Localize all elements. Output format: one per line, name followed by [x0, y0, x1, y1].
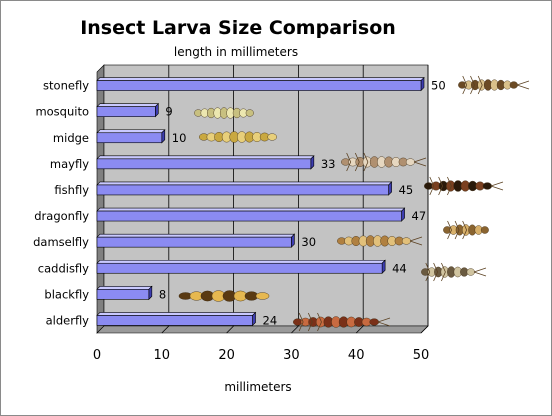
bar-top-fishfly — [96, 181, 393, 186]
bar-front-blackfly — [96, 289, 150, 300]
caddisfly-larva-photo — [421, 262, 487, 282]
bar-dragonfly — [96, 207, 406, 222]
bar-front-stonefly — [96, 80, 422, 91]
value-label-alderfly: 24 — [263, 313, 278, 327]
bar-mayfly — [96, 155, 315, 170]
bar-damselfly — [96, 233, 296, 248]
bar-front-alderfly — [96, 315, 253, 326]
value-label-stonefly: 50 — [431, 79, 446, 93]
mosquito-larva-photo — [194, 107, 254, 119]
floor-gridline-30 — [291, 325, 299, 334]
bar-top-mosquito — [96, 103, 160, 107]
x-tick-0: 0 — [93, 348, 101, 363]
bar-midge — [96, 129, 166, 144]
x-axis-label: millimeters — [224, 380, 291, 394]
bar-front-midge — [96, 132, 163, 144]
alderfly-larva-photo — [293, 312, 391, 332]
dragonfly-larva-photo — [443, 220, 489, 240]
category-labels: stonefly mosquito midge mayfly fishfly dragon… — [33, 79, 89, 328]
floor-gridline-50 — [420, 325, 429, 334]
bar-blackfly — [96, 285, 153, 301]
category-label-stonefly: stonefly — [43, 79, 89, 93]
bar-front-caddisfly — [96, 262, 383, 274]
gridlines — [161, 65, 429, 334]
chart-title: Insect Larva Size Comparison — [80, 17, 396, 39]
value-label-caddisfly: 44 — [392, 261, 407, 275]
larva-illustrations — [178, 75, 530, 332]
bar-top-stonefly — [96, 77, 425, 81]
bar-front-damselfly — [96, 236, 292, 248]
x-tick-labels: 0 10 20 30 40 50 — [93, 348, 429, 363]
category-label-damselfly: damselfly — [33, 235, 89, 249]
bar-alderfly — [96, 311, 257, 327]
value-label-mosquito: 9 — [165, 105, 172, 119]
category-label-caddisfly: caddisfly — [38, 261, 89, 275]
stonefly-larva-photo — [458, 75, 530, 95]
bar-front-fishfly — [96, 184, 389, 196]
floor-gridline-20 — [226, 325, 234, 334]
bar-front-dragonfly — [96, 210, 402, 222]
bar-front-mosquito — [96, 106, 156, 117]
floor-gridline-10 — [161, 325, 170, 334]
bar-top-midge — [96, 129, 166, 134]
bar-mosquito — [96, 102, 160, 118]
x-tick-40: 40 — [348, 348, 365, 363]
bar-top-caddisfly — [96, 259, 386, 264]
bar-front-mayfly — [96, 158, 312, 170]
fishfly-larva-photo — [424, 176, 504, 196]
bar-top-blackfly — [96, 286, 153, 290]
category-label-mosquito: mosquito — [35, 105, 89, 119]
category-label-alderfly: alderfly — [46, 313, 90, 327]
value-label-fishfly: 45 — [399, 183, 414, 197]
x-tick-10: 10 — [154, 348, 171, 363]
midge-larva-photo — [199, 131, 277, 143]
value-label-mayfly: 33 — [321, 157, 336, 171]
category-label-dragonfly: dragonfly — [34, 209, 89, 223]
value-label-blackfly: 8 — [159, 287, 166, 301]
bar-caddisfly — [96, 259, 386, 274]
blackfly-larva-photo — [178, 290, 270, 302]
category-label-mayfly: mayfly — [50, 157, 89, 171]
bar-top-alderfly — [96, 312, 257, 316]
mayfly-larva-photo — [341, 152, 427, 172]
bar-top-mayfly — [96, 155, 315, 160]
category-label-blackfly: blackfly — [44, 287, 89, 301]
damselfly-larva-photo — [337, 235, 423, 247]
value-label-damselfly: 30 — [301, 235, 316, 249]
category-label-midge: midge — [53, 131, 89, 145]
bar-fishfly — [96, 181, 393, 196]
x-tick-20: 20 — [218, 348, 235, 363]
bar-top-dragonfly — [96, 207, 406, 212]
x-tick-50: 50 — [413, 348, 430, 363]
category-label-fishfly: fishfly — [54, 183, 89, 197]
x-tick-30: 30 — [283, 348, 300, 363]
floor-gridline-40 — [355, 325, 364, 334]
value-label-dragonfly: 47 — [412, 209, 427, 223]
value-labels: 50 910 33 45 47 30 44 8 24 — [159, 79, 446, 328]
bar-stonefly — [96, 76, 425, 92]
bar-top-damselfly — [96, 233, 296, 238]
value-label-midge: 10 — [172, 131, 187, 145]
bars — [96, 76, 425, 327]
chart-subtitle: length in millimeters — [174, 45, 298, 59]
